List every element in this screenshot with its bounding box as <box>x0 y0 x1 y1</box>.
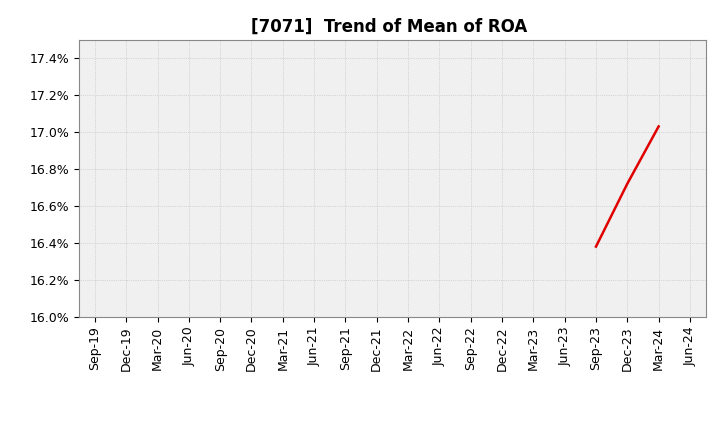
Text: [7071]  Trend of Mean of ROA: [7071] Trend of Mean of ROA <box>251 18 527 36</box>
